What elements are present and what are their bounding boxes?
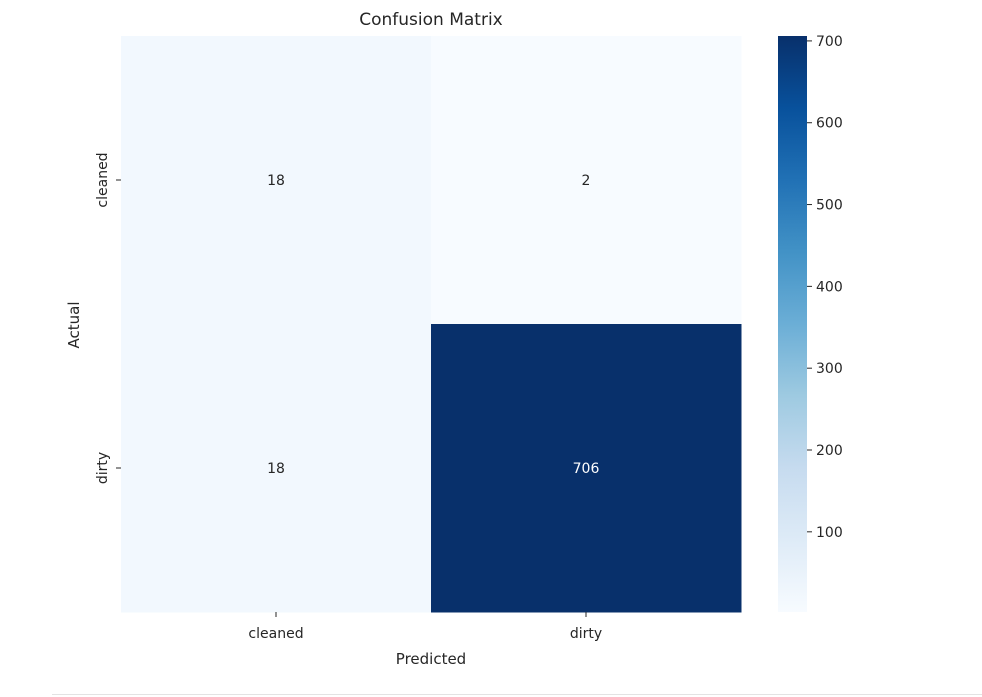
y-tick-label: dirty [95, 452, 111, 484]
x-tick-label: dirty [570, 626, 602, 642]
output-divider [52, 694, 982, 695]
cell-value-label: 706 [573, 461, 600, 477]
colorbar-tick-label: 600 [816, 116, 843, 132]
colorbar-tick-label: 100 [816, 525, 843, 541]
heatmap-cell [121, 36, 432, 325]
colorbar-tick-label: 200 [816, 443, 843, 459]
colorbar: 100 200 300 400 500 600 700 [778, 34, 843, 612]
chart-title: Confusion Matrix [359, 10, 503, 30]
cell-value-label: 18 [267, 173, 285, 189]
x-tick-label: cleaned [248, 626, 303, 642]
cell-value-label: 18 [267, 461, 285, 477]
heatmap-axes: cleaned dirty cleaned dirty [95, 152, 602, 642]
colorbar-tick-label: 500 [816, 198, 843, 214]
colorbar-tick-label: 400 [816, 279, 843, 295]
x-axis-label: Predicted [396, 650, 466, 668]
colorbar-tick-label: 300 [816, 361, 843, 377]
y-tick-label: cleaned [95, 152, 111, 207]
cell-value-label: 2 [582, 173, 591, 189]
heatmap-cell [121, 324, 432, 613]
heatmap-cells: 18 2 18 706 [121, 36, 742, 613]
colorbar-gradient [778, 36, 807, 612]
heatmap-cell [431, 324, 742, 613]
heatmap-cell [431, 36, 742, 325]
y-axis-label: Actual [65, 302, 83, 349]
colorbar-tick-label: 700 [816, 34, 843, 50]
